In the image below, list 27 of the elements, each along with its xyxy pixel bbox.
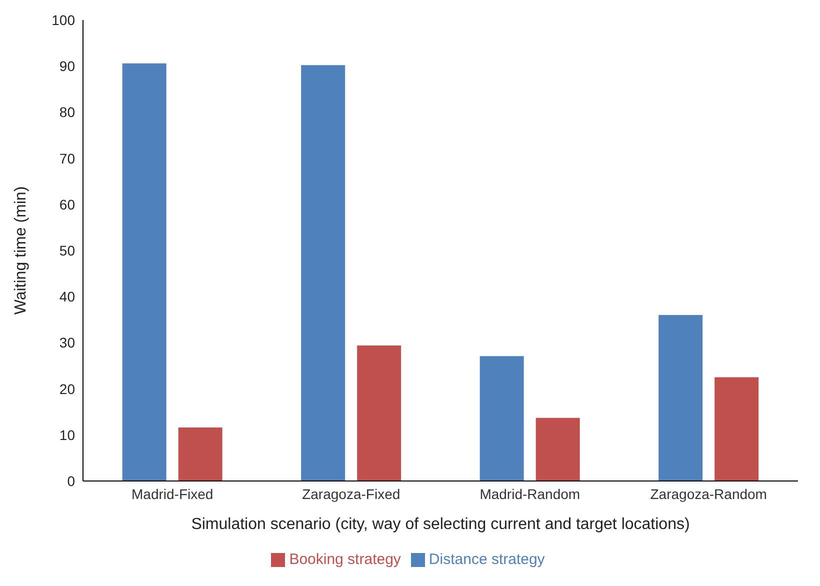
x-axis-title: Simulation scenario (city, way of selecting current and target locations) [191, 516, 690, 533]
x-tick-label: Madrid-Random [480, 486, 580, 502]
y-tick-label: 80 [59, 104, 76, 120]
y-tick-label: 50 [59, 242, 76, 258]
y-tick-label: 70 [59, 150, 76, 166]
bar [178, 428, 222, 481]
x-tick-label: Zaragoza-Fixed [302, 486, 400, 502]
x-tick-label: Zaragoza-Random [650, 486, 767, 502]
y-tick-label: 30 [59, 334, 76, 351]
bar [357, 345, 402, 481]
x-tick-label: Madrid-Fixed [132, 486, 214, 502]
bar [658, 315, 703, 481]
bar [714, 377, 759, 481]
y-tick-label: 40 [59, 288, 76, 305]
bar [122, 63, 166, 481]
y-tick-label: 20 [59, 380, 76, 397]
y-tick-label: 100 [52, 12, 76, 28]
y-tick-label: 90 [59, 58, 76, 74]
bar [301, 65, 346, 481]
bar [536, 418, 580, 481]
y-tick-label: 10 [59, 426, 76, 443]
bar [480, 356, 524, 481]
y-axis-title: Waiting time (min) [12, 186, 30, 315]
legend-label: Booking strategy [289, 551, 401, 568]
y-tick-label: 0 [67, 472, 76, 489]
legend-label: Distance strategy [428, 551, 545, 568]
y-tick-label: 60 [59, 196, 76, 212]
